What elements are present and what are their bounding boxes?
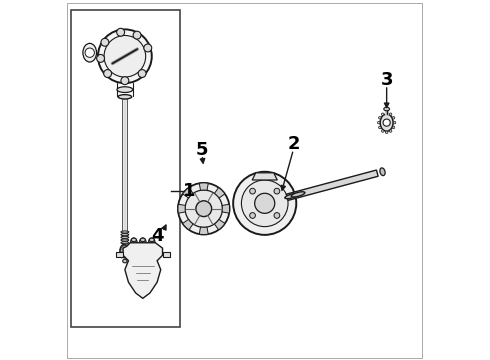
Polygon shape bbox=[222, 204, 230, 213]
Circle shape bbox=[196, 201, 212, 217]
Ellipse shape bbox=[390, 113, 392, 116]
Ellipse shape bbox=[390, 130, 392, 132]
Circle shape bbox=[255, 193, 275, 213]
Polygon shape bbox=[215, 219, 225, 230]
Ellipse shape bbox=[381, 113, 384, 116]
Circle shape bbox=[85, 48, 95, 57]
Ellipse shape bbox=[392, 126, 395, 129]
Ellipse shape bbox=[377, 121, 380, 124]
Circle shape bbox=[242, 180, 288, 226]
Ellipse shape bbox=[379, 117, 381, 119]
Circle shape bbox=[138, 69, 146, 77]
Polygon shape bbox=[116, 252, 123, 257]
Circle shape bbox=[178, 183, 230, 234]
Circle shape bbox=[185, 190, 222, 227]
Ellipse shape bbox=[380, 168, 385, 176]
Circle shape bbox=[98, 30, 152, 83]
Ellipse shape bbox=[121, 239, 129, 241]
Ellipse shape bbox=[140, 238, 146, 247]
Text: 2: 2 bbox=[287, 135, 300, 153]
Ellipse shape bbox=[121, 234, 129, 236]
Ellipse shape bbox=[140, 238, 146, 242]
Circle shape bbox=[274, 213, 280, 219]
Polygon shape bbox=[215, 188, 225, 198]
Circle shape bbox=[104, 36, 146, 77]
Ellipse shape bbox=[379, 126, 381, 129]
Circle shape bbox=[274, 188, 280, 194]
Text: 4: 4 bbox=[151, 226, 163, 244]
Polygon shape bbox=[183, 188, 193, 198]
Ellipse shape bbox=[118, 95, 132, 99]
Circle shape bbox=[144, 44, 152, 52]
Ellipse shape bbox=[392, 117, 395, 119]
Ellipse shape bbox=[380, 114, 393, 131]
Ellipse shape bbox=[148, 238, 155, 247]
Circle shape bbox=[121, 77, 129, 85]
Bar bbox=[122, 99, 127, 244]
Polygon shape bbox=[123, 243, 163, 298]
Polygon shape bbox=[178, 204, 185, 213]
Circle shape bbox=[233, 172, 296, 235]
Ellipse shape bbox=[121, 231, 129, 233]
Ellipse shape bbox=[121, 236, 129, 238]
Ellipse shape bbox=[131, 238, 136, 242]
Ellipse shape bbox=[393, 121, 396, 124]
Polygon shape bbox=[163, 252, 170, 257]
Ellipse shape bbox=[386, 131, 388, 134]
Ellipse shape bbox=[149, 238, 154, 242]
Circle shape bbox=[250, 213, 255, 219]
Polygon shape bbox=[199, 183, 208, 190]
Circle shape bbox=[104, 69, 112, 77]
Ellipse shape bbox=[131, 238, 137, 247]
Circle shape bbox=[250, 188, 255, 194]
Circle shape bbox=[133, 31, 141, 39]
Polygon shape bbox=[286, 170, 378, 201]
Text: 5: 5 bbox=[196, 140, 208, 158]
Ellipse shape bbox=[122, 259, 127, 263]
Text: 3: 3 bbox=[380, 71, 393, 89]
Ellipse shape bbox=[120, 244, 130, 258]
Circle shape bbox=[101, 39, 109, 46]
Polygon shape bbox=[252, 173, 277, 180]
Polygon shape bbox=[183, 219, 193, 230]
Ellipse shape bbox=[121, 242, 129, 244]
Bar bbox=[71, 10, 180, 327]
Ellipse shape bbox=[285, 193, 298, 199]
Ellipse shape bbox=[384, 107, 390, 111]
Ellipse shape bbox=[291, 192, 305, 197]
Ellipse shape bbox=[83, 43, 97, 62]
Circle shape bbox=[117, 28, 124, 36]
Polygon shape bbox=[199, 227, 208, 234]
Ellipse shape bbox=[386, 112, 388, 114]
Ellipse shape bbox=[381, 130, 384, 132]
Circle shape bbox=[97, 54, 104, 62]
Circle shape bbox=[383, 119, 390, 126]
Ellipse shape bbox=[117, 87, 133, 93]
Text: 1: 1 bbox=[183, 182, 196, 200]
